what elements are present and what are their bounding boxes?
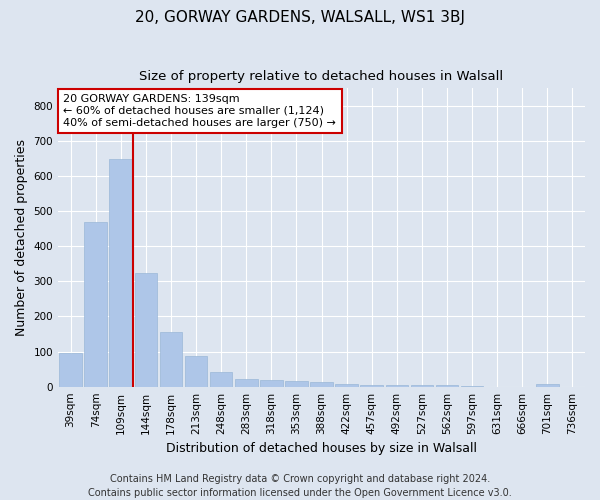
Text: 20 GORWAY GARDENS: 139sqm
← 60% of detached houses are smaller (1,124)
40% of se: 20 GORWAY GARDENS: 139sqm ← 60% of detac… (64, 94, 336, 128)
Bar (134, 274, 157, 386)
Bar (536, 384, 559, 386)
Bar (85, 222, 107, 386)
Y-axis label: Number of detached properties: Number of detached properties (15, 139, 28, 336)
Title: Size of property relative to detached houses in Walsall: Size of property relative to detached ho… (139, 70, 503, 83)
Bar (260, 380, 283, 386)
Bar (386, 385, 408, 386)
Bar (361, 384, 383, 386)
Bar (285, 380, 308, 386)
Bar (235, 379, 257, 386)
X-axis label: Distribution of detached houses by size in Walsall: Distribution of detached houses by size … (166, 442, 477, 455)
Bar (185, 356, 208, 386)
Bar (335, 384, 358, 386)
Bar (109, 159, 132, 386)
Text: 20, GORWAY GARDENS, WALSALL, WS1 3BJ: 20, GORWAY GARDENS, WALSALL, WS1 3BJ (135, 10, 465, 25)
Bar (310, 382, 333, 386)
Bar (59, 354, 82, 386)
Bar (210, 372, 232, 386)
Text: Contains HM Land Registry data © Crown copyright and database right 2024.
Contai: Contains HM Land Registry data © Crown c… (88, 474, 512, 498)
Bar (160, 332, 182, 386)
